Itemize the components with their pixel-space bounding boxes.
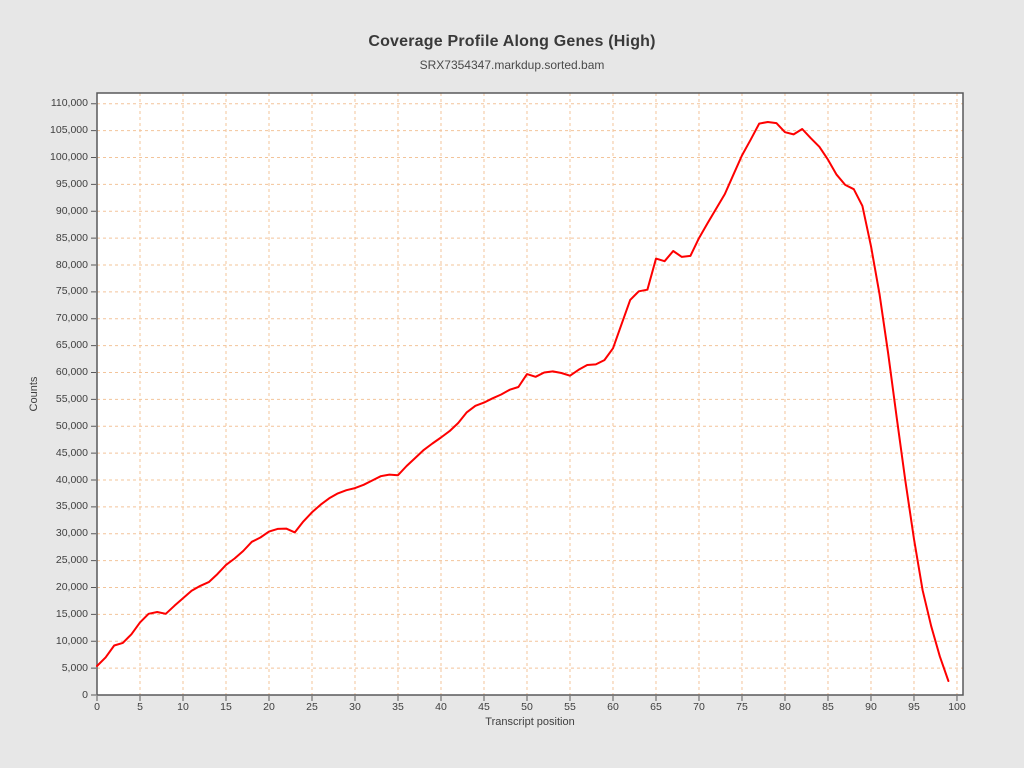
y-tick-label: 15,000 — [55, 607, 88, 620]
x-tick-label: 40 — [435, 701, 447, 713]
plot-border — [96, 92, 964, 696]
y-tick-label: 45,000 — [55, 446, 88, 459]
y-tick-label: 0 — [82, 688, 88, 701]
x-tick-label: 0 — [94, 701, 100, 713]
y-tick-label: 80,000 — [55, 258, 88, 271]
chart-title: Coverage Profile Along Genes (High) — [368, 33, 656, 50]
x-tick-label: 45 — [478, 701, 490, 713]
y-tick-label: 70,000 — [55, 312, 88, 325]
x-tick-label: 75 — [736, 701, 748, 713]
plot-area — [97, 93, 963, 695]
x-tick-label: 20 — [263, 701, 275, 713]
y-tick-label: 55,000 — [55, 392, 88, 405]
y-tick-label: 95,000 — [55, 177, 88, 190]
x-tick-label: 65 — [650, 701, 662, 713]
x-axis-title: Transcript position — [485, 716, 575, 728]
y-tick-label: 50,000 — [55, 419, 88, 432]
y-tick-label: 20,000 — [55, 581, 88, 593]
x-tick-label: 55 — [564, 701, 576, 713]
x-tick-label: 30 — [349, 701, 361, 713]
y-tick-label: 65,000 — [55, 339, 88, 352]
x-tick-label: 95 — [908, 701, 920, 713]
y-tick-label: 40,000 — [55, 473, 88, 486]
x-tick-label: 50 — [521, 701, 533, 713]
y-tick-label: 60,000 — [55, 366, 88, 378]
y-tick-label: 35,000 — [55, 500, 88, 513]
y-tick-label: 75,000 — [55, 285, 88, 298]
y-tick-label: 85,000 — [55, 231, 88, 244]
y-tick-label: 110,000 — [50, 97, 88, 110]
y-tick-label: 25,000 — [55, 554, 88, 567]
chart-subtitle: SRX7354347.markdup.sorted.bam — [419, 58, 605, 72]
y-tick-label: 30,000 — [55, 527, 88, 540]
x-tick-label: 100 — [948, 701, 966, 713]
y-tick-label: 5,000 — [61, 661, 88, 674]
x-tick-label: 80 — [779, 701, 791, 713]
x-tick-label: 25 — [306, 701, 318, 713]
y-tick-label: 90,000 — [55, 204, 88, 217]
x-tick-label: 10 — [177, 701, 189, 713]
x-tick-label: 90 — [865, 701, 877, 713]
x-tick-label: 5 — [137, 701, 143, 713]
y-tick-label: 10,000 — [55, 634, 88, 647]
x-tick-label: 85 — [822, 701, 834, 713]
x-tick-label: 60 — [607, 701, 619, 713]
y-tick-label: 100,000 — [50, 151, 88, 163]
x-tick-label: 15 — [220, 701, 232, 713]
y-tick-label: 105,000 — [50, 124, 88, 137]
x-tick-label: 70 — [693, 701, 705, 713]
x-tick-label: 35 — [392, 701, 404, 713]
coverage-line — [96, 121, 950, 682]
